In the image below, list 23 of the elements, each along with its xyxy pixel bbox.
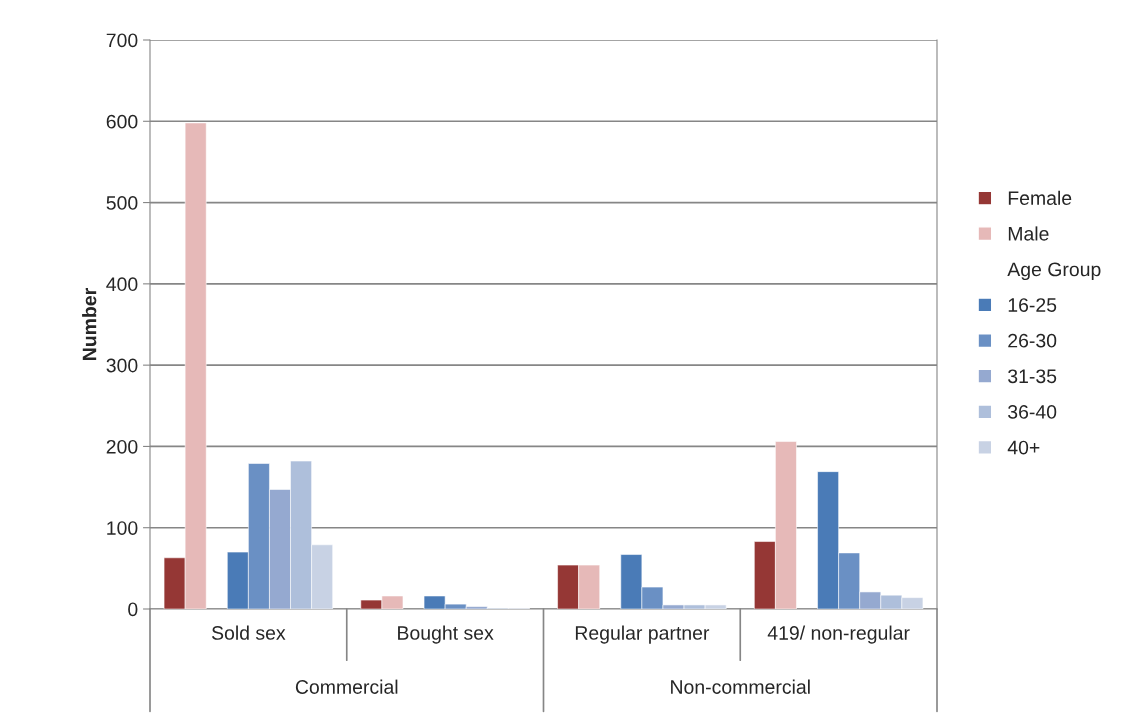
legend-label: 40+ xyxy=(1007,440,1040,455)
x-tick-label: 419/ non-regular xyxy=(767,625,910,644)
y-tick-label: 200 xyxy=(106,439,138,454)
y-axis-title: Number xyxy=(82,288,97,360)
legend-label: 26-30 xyxy=(1008,333,1057,348)
x-tick-label: Regular partner xyxy=(575,625,710,644)
y-tick-label: 300 xyxy=(106,358,138,373)
y-tick-label: 0 xyxy=(128,602,138,617)
y-tick-label: 500 xyxy=(106,196,138,210)
x-tick-label: Sold sex xyxy=(211,625,286,640)
text: Commercial xyxy=(295,679,398,694)
legend-label: Male xyxy=(1008,226,1049,241)
y-tick-label: 400 xyxy=(106,277,138,292)
y-tick-label: 100 xyxy=(107,521,138,535)
text: Age Group xyxy=(1007,262,1101,281)
y-tick-label: 600 xyxy=(106,114,138,129)
y-tick-label: 700 xyxy=(106,33,138,48)
x-tick-label: Bought sex xyxy=(398,625,494,644)
legend-label: Female xyxy=(1008,190,1072,206)
legend-label: 16-25 xyxy=(1008,298,1057,312)
text: Non-commercial xyxy=(671,679,810,694)
legend-label: 36-40 xyxy=(1008,405,1057,419)
legend-label: 31-35 xyxy=(1008,369,1057,384)
